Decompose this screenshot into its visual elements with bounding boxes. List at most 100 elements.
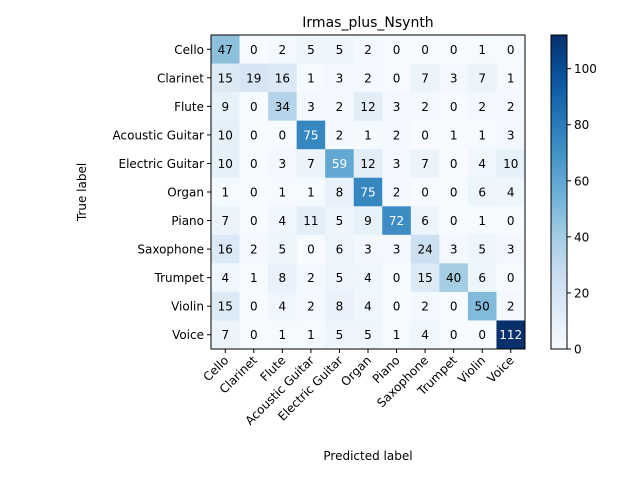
- heatmap-cell: [211, 35, 241, 65]
- cell-value-label: 75: [360, 186, 375, 200]
- heatmap-cell: [268, 206, 298, 236]
- cell-value-label: 50: [475, 300, 490, 314]
- heatmap-cell: [410, 35, 440, 65]
- y-axis-label: True label: [75, 163, 89, 222]
- cell-value-label: 0: [393, 71, 401, 85]
- cell-value-label: 0: [307, 243, 315, 257]
- heatmap-cell: [382, 291, 412, 321]
- cell-value-label: 2: [421, 300, 429, 314]
- heatmap-cell: [496, 234, 526, 264]
- heatmap-cell: [211, 92, 241, 122]
- cell-value-label: 3: [393, 157, 401, 171]
- heatmap-cell: [382, 263, 412, 293]
- cell-value-labels: 47 0 2 5 5 2 0 0 0 1 015 19 16 1 3 2 0 7 3 7 19 0 34 3 2 12 3 2 0 2 21…: [218, 43, 523, 342]
- heatmap-cell: [353, 92, 383, 122]
- cell-value-label: 8: [336, 300, 344, 314]
- cell-value-label: 5: [478, 243, 486, 257]
- heatmap-cell: [410, 92, 440, 122]
- cell-value-label: 0: [450, 100, 458, 114]
- heatmap-cell: [296, 35, 326, 65]
- heatmap-cell: [467, 291, 497, 321]
- cell-value-label: 3: [364, 243, 372, 257]
- heatmap-cell: [439, 320, 469, 350]
- cell-value-label: 0: [507, 43, 515, 57]
- heatmap-cell: [467, 149, 497, 179]
- cell-value-label: 0: [250, 328, 258, 342]
- cell-value-label: 2: [250, 243, 258, 257]
- heatmap-cell: [353, 120, 383, 150]
- cell-value-label: 9: [364, 214, 372, 228]
- cell-value-label: 1: [221, 186, 229, 200]
- cell-value-label: 2: [507, 300, 515, 314]
- colorbar-tick-label: 60: [574, 174, 589, 188]
- heatmap-cell: [353, 149, 383, 179]
- cell-value-label: 0: [421, 186, 429, 200]
- heatmap-cell: [296, 63, 326, 93]
- y-tick-label: Voice: [172, 328, 204, 342]
- heatmap-cell: [496, 263, 526, 293]
- cell-value-label: 5: [336, 328, 344, 342]
- cell-value-label: 1: [307, 71, 315, 85]
- heatmap-cell: [239, 234, 269, 264]
- cell-value-label: 2: [421, 100, 429, 114]
- heatmap-cell: [439, 234, 469, 264]
- cell-value-label: 3: [507, 243, 515, 257]
- heatmap-cell: [353, 35, 383, 65]
- heatmap-cell: [296, 177, 326, 207]
- cell-value-label: 4: [279, 300, 287, 314]
- heatmap-cell: [296, 206, 326, 236]
- heatmap-cell: [239, 177, 269, 207]
- cell-value-label: 16: [218, 243, 233, 257]
- heatmap-cell: [325, 206, 355, 236]
- heatmap-cell: [382, 177, 412, 207]
- heatmap-cell: [239, 92, 269, 122]
- heatmap-cell: [268, 149, 298, 179]
- chart-title: Irmas_plus_Nsynth: [302, 15, 433, 31]
- cell-value-label: 7: [221, 214, 229, 228]
- heatmap-cell: [296, 92, 326, 122]
- cell-value-label: 9: [221, 100, 229, 114]
- heatmap-cell: [296, 234, 326, 264]
- heatmap-cell: [467, 206, 497, 236]
- cell-value-label: 0: [421, 43, 429, 57]
- cell-value-label: 1: [478, 43, 486, 57]
- cell-value-label: 0: [250, 128, 258, 142]
- cell-value-label: 75: [303, 128, 318, 142]
- cell-value-label: 0: [450, 300, 458, 314]
- heatmap-cell: [353, 320, 383, 350]
- heatmap-cell: [353, 63, 383, 93]
- cell-value-label: 2: [364, 71, 372, 85]
- cell-value-label: 1: [478, 214, 486, 228]
- cell-value-label: 19: [246, 71, 261, 85]
- cell-value-label: 4: [507, 186, 515, 200]
- heatmap-cell: [353, 177, 383, 207]
- cell-value-label: 0: [421, 128, 429, 142]
- cell-value-label: 0: [393, 43, 401, 57]
- heatmap-cell: [410, 177, 440, 207]
- cell-value-label: 7: [421, 157, 429, 171]
- cell-value-label: 24: [417, 243, 432, 257]
- cell-value-label: 3: [507, 128, 515, 142]
- heatmap-cell: [410, 120, 440, 150]
- heatmap-cell: [325, 63, 355, 93]
- cell-value-label: 15: [218, 300, 233, 314]
- heatmap-cell: [382, 35, 412, 65]
- heatmap-cell: [353, 263, 383, 293]
- cell-value-label: 0: [279, 128, 287, 142]
- heatmap-cell: [439, 35, 469, 65]
- cell-value-label: 3: [393, 100, 401, 114]
- cell-value-label: 3: [307, 100, 315, 114]
- cell-value-label: 2: [307, 300, 315, 314]
- heatmap-cell: [268, 234, 298, 264]
- heatmap-cell: [296, 149, 326, 179]
- cell-value-label: 4: [221, 271, 229, 285]
- heatmap-cell: [382, 92, 412, 122]
- cell-value-label: 2: [336, 128, 344, 142]
- y-tick-label: Electric Guitar: [118, 157, 204, 171]
- heatmap-cell: [211, 177, 241, 207]
- heatmap-cell: [496, 177, 526, 207]
- heatmap-cell: [410, 291, 440, 321]
- cell-value-label: 0: [450, 157, 458, 171]
- heatmap-cell: [439, 177, 469, 207]
- heatmap-cell: [382, 320, 412, 350]
